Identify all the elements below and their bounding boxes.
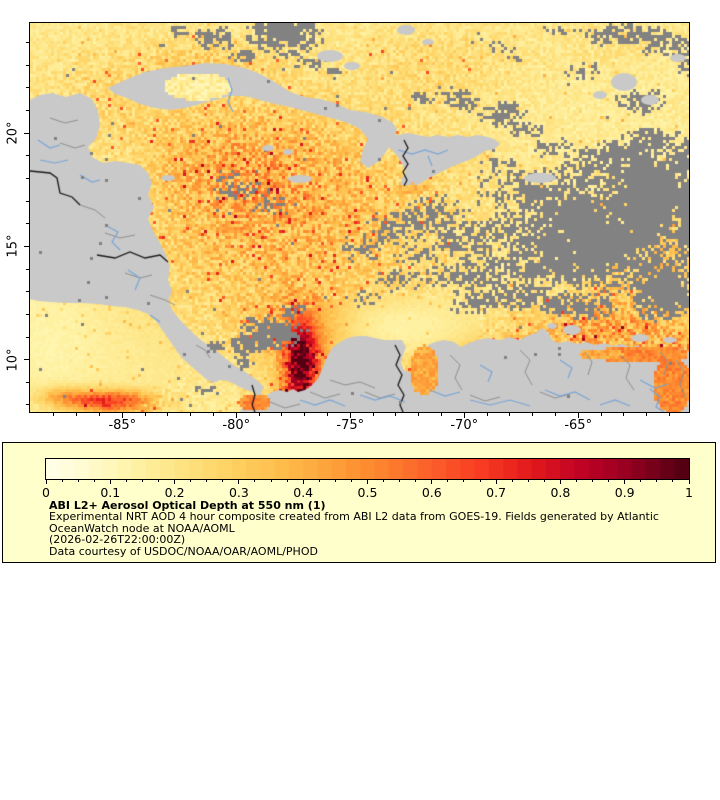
colorbar-tick-label: 0.1 bbox=[100, 485, 121, 500]
colorbar-minor-tick bbox=[479, 479, 481, 482]
lon-minor-tick bbox=[76, 413, 78, 416]
colorbar-minor-tick bbox=[334, 479, 336, 482]
colorbar-major-tick bbox=[238, 479, 240, 484]
legend-panel: ABI L2+ Aerosol Optical Depth at 550 nm … bbox=[2, 442, 716, 563]
colorbar-tick-label: 0.5 bbox=[357, 485, 378, 500]
colorbar-minor-tick bbox=[61, 479, 63, 482]
colorbar-tick-label: 0.4 bbox=[293, 485, 314, 500]
colorbar-minor-tick bbox=[672, 479, 674, 482]
lon-major-tick bbox=[463, 413, 465, 418]
colorbar-minor-tick bbox=[350, 479, 352, 482]
colorbar-tick-label: 0 bbox=[42, 485, 50, 500]
colorbar-major-tick bbox=[174, 479, 176, 484]
colorbar-minor-tick bbox=[543, 479, 545, 482]
lon-minor-tick bbox=[668, 413, 670, 416]
colorbar-major-tick bbox=[367, 479, 368, 484]
colorbar-major-tick bbox=[688, 479, 690, 484]
lon-minor-tick bbox=[144, 413, 146, 416]
colorbar-minor-tick bbox=[254, 479, 256, 482]
colorbar-minor-tick bbox=[383, 479, 385, 482]
colorbar-minor-tick bbox=[511, 479, 513, 482]
colorbar-tick-label: 0.7 bbox=[486, 485, 507, 500]
colorbar-minor-tick bbox=[608, 479, 610, 482]
colorbar-minor-tick bbox=[463, 479, 465, 482]
lon-minor-tick bbox=[372, 413, 374, 416]
lat-tick-label: 15° bbox=[5, 234, 21, 258]
colorbar-minor-tick bbox=[656, 479, 658, 482]
lon-minor-tick bbox=[623, 413, 625, 416]
colorbar-minor-tick bbox=[640, 479, 642, 482]
colorbar-tick-label: 0.2 bbox=[164, 485, 185, 500]
colorbar-tick-label: 0.3 bbox=[228, 485, 249, 500]
lon-minor-tick bbox=[440, 413, 442, 416]
colorbar-minor-tick bbox=[77, 479, 79, 482]
colorbar-minor-tick bbox=[575, 479, 577, 482]
lat-tick-label: 20° bbox=[5, 121, 21, 145]
colorbar-major-tick bbox=[302, 479, 304, 484]
colorbar-minor-tick bbox=[125, 479, 127, 482]
colorbar-canvas bbox=[45, 458, 690, 480]
legend-line-node: OceanWatch node at NOAA/AOML bbox=[49, 521, 235, 535]
legend-line-credit: Data courtesy of USDOC/NOAA/OAR/AOML/PHO… bbox=[49, 544, 318, 558]
colorbar-tick-label: 1 bbox=[685, 485, 693, 500]
colorbar-major-tick bbox=[45, 479, 47, 484]
colorbar-major-tick bbox=[559, 479, 561, 484]
lon-minor-tick bbox=[326, 413, 328, 416]
lon-minor-tick bbox=[281, 413, 283, 416]
lon-tick-label: -85° bbox=[108, 418, 137, 433]
colorbar-minor-tick bbox=[318, 479, 320, 482]
legend-title: ABI L2+ Aerosol Optical Depth at 550 nm … bbox=[49, 499, 326, 512]
colorbar-minor-tick bbox=[158, 479, 160, 482]
aod-map-canvas bbox=[29, 22, 690, 413]
lon-minor-tick bbox=[532, 413, 534, 416]
lon-major-tick bbox=[577, 413, 579, 418]
legend-line-description: Experimental NRT AOD 4 hour composite cr… bbox=[49, 510, 659, 524]
lon-minor-tick bbox=[304, 413, 306, 416]
lon-minor-tick bbox=[53, 413, 55, 416]
lon-minor-tick bbox=[99, 413, 101, 416]
colorbar-minor-tick bbox=[222, 479, 224, 482]
lon-tick-label: -65° bbox=[564, 418, 593, 433]
colorbar-major-tick bbox=[624, 479, 626, 484]
colorbar-minor-tick bbox=[190, 479, 192, 482]
lon-major-tick bbox=[235, 413, 237, 418]
lon-tick-label: -75° bbox=[336, 418, 365, 433]
lon-major-tick bbox=[121, 413, 123, 418]
lon-minor-tick bbox=[509, 413, 511, 416]
colorbar-major-tick bbox=[431, 479, 433, 484]
lat-tick-label: 10° bbox=[5, 348, 21, 372]
legend-line-timestamp: (2026-02-26T22:00:00Z) bbox=[49, 533, 186, 547]
lon-minor-tick bbox=[486, 413, 488, 416]
colorbar-minor-tick bbox=[415, 479, 417, 482]
lon-minor-tick bbox=[190, 413, 192, 416]
colorbar-minor-tick bbox=[206, 479, 208, 482]
lon-tick-label: -70° bbox=[450, 418, 479, 433]
colorbar-major-tick bbox=[495, 479, 497, 484]
lon-minor-tick bbox=[167, 413, 169, 416]
lon-minor-tick bbox=[646, 413, 648, 416]
lon-minor-tick bbox=[554, 413, 556, 416]
lon-minor-tick bbox=[258, 413, 260, 416]
colorbar-minor-tick bbox=[399, 479, 401, 482]
lon-minor-tick bbox=[395, 413, 397, 416]
colorbar-minor-tick bbox=[141, 479, 143, 482]
colorbar-minor-tick bbox=[447, 479, 449, 482]
lon-minor-tick bbox=[212, 413, 214, 416]
colorbar-minor-tick bbox=[286, 479, 288, 482]
colorbar-minor-tick bbox=[592, 479, 594, 482]
lon-major-tick bbox=[349, 413, 351, 418]
lon-minor-tick bbox=[418, 413, 420, 416]
lon-minor-tick bbox=[600, 413, 602, 416]
colorbar-tick-label: 0.9 bbox=[614, 485, 635, 500]
colorbar-minor-tick bbox=[527, 479, 529, 482]
lon-tick-label: -80° bbox=[222, 418, 251, 433]
legend-text-block: ABI L2+ Aerosol Optical Depth at 550 nm … bbox=[49, 500, 659, 557]
colorbar-minor-tick bbox=[93, 479, 95, 482]
colorbar-major-tick bbox=[109, 479, 111, 484]
colorbar-minor-tick bbox=[270, 479, 272, 482]
colorbar-tick-label: 0.6 bbox=[421, 485, 442, 500]
colorbar-tick-label: 0.8 bbox=[550, 485, 571, 500]
